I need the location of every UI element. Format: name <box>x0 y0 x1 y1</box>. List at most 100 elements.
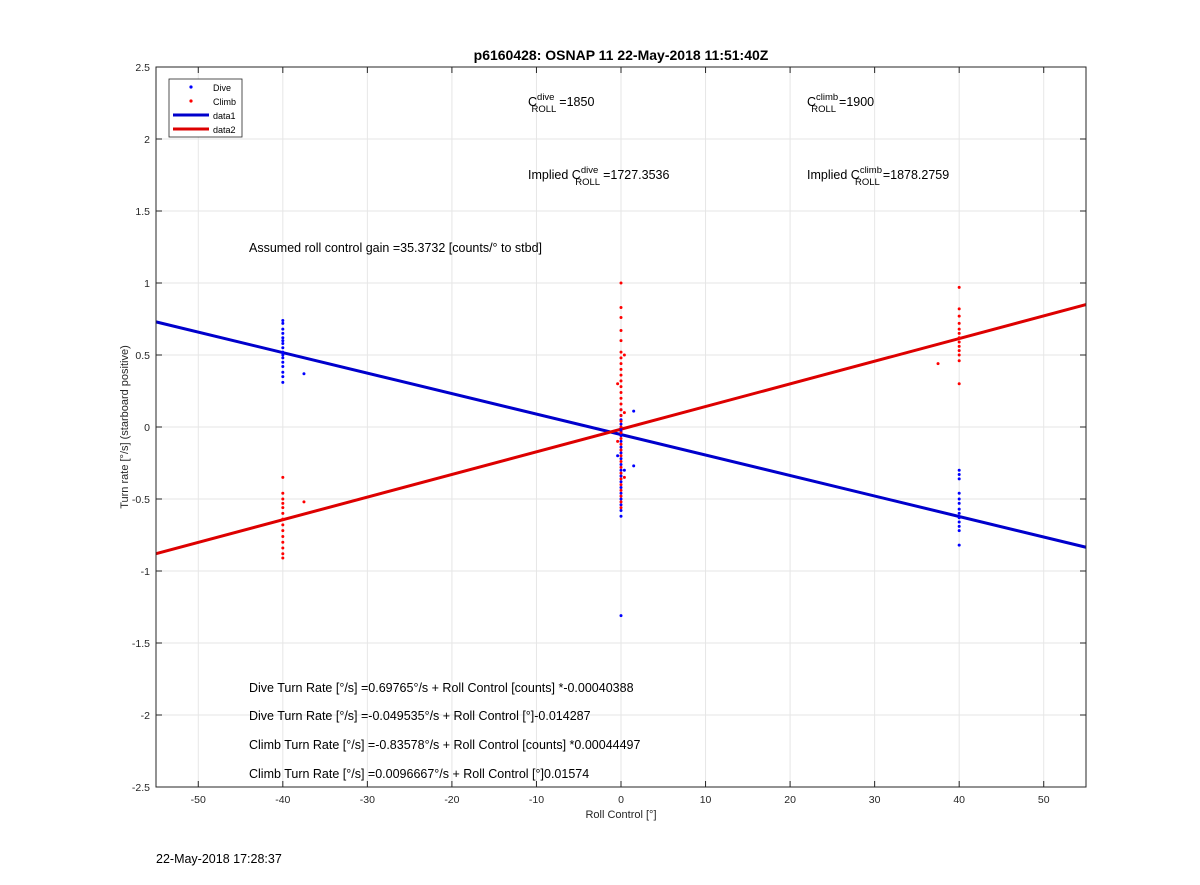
data-point-dive <box>281 370 285 374</box>
y-tick-label: -1.5 <box>132 638 150 650</box>
data-point-climb <box>957 340 961 344</box>
data-point-climb <box>619 339 623 343</box>
data-point-climb <box>619 350 623 354</box>
data-point-dive <box>302 372 306 376</box>
data-point-climb <box>619 373 623 377</box>
data-point-dive <box>281 350 285 354</box>
data-point-climb <box>622 475 626 479</box>
data-point-climb <box>281 511 285 515</box>
x-tick-label: -30 <box>360 794 375 806</box>
data-point-climb <box>619 329 623 333</box>
data-point-climb <box>619 356 623 360</box>
data-point-dive <box>957 520 961 524</box>
data-point-dive <box>281 336 285 340</box>
data-point-dive <box>632 409 636 413</box>
data-point-dive <box>281 341 285 345</box>
data-point-dive <box>619 503 623 507</box>
x-tick-label: 10 <box>700 794 712 806</box>
data-point-dive <box>281 365 285 369</box>
data-point-dive <box>957 491 961 495</box>
data-point-dive <box>957 529 961 533</box>
fit-annotation-climb-degrees: Climb Turn Rate [°/s] =0.0096667°/s + Ro… <box>249 767 589 781</box>
data-point-climb <box>619 390 623 394</box>
x-tick-label: -40 <box>275 794 290 806</box>
legend-label-dive: Dive <box>213 83 231 93</box>
legend: Dive Climb data1 data2 <box>168 78 243 138</box>
data-point-climb <box>957 344 961 348</box>
data-point-climb <box>616 382 620 386</box>
y-tick-label: 1 <box>144 278 150 290</box>
c-roll-dive-annotation: Cdive ROLL=1850 <box>528 92 594 115</box>
data-point-dive <box>619 474 623 478</box>
data-point-climb <box>619 506 623 510</box>
fit-annotation-dive-degrees: Dive Turn Rate [°/s] =-0.049535°/s + Rol… <box>249 709 591 723</box>
data-point-climb <box>619 500 623 504</box>
y-tick-label: -2.5 <box>132 782 150 794</box>
data-point-climb <box>281 475 285 479</box>
data-point-dive <box>281 339 285 343</box>
gain-annotation: Assumed roll control gain =35.3732 [coun… <box>249 241 542 255</box>
data-point-climb <box>619 379 623 383</box>
y-tick-label: -1 <box>141 566 150 578</box>
data-point-climb <box>957 349 961 353</box>
data-point-climb <box>281 540 285 544</box>
data-point-dive <box>957 497 961 501</box>
data-point-climb <box>619 408 623 412</box>
data-point-dive <box>957 507 961 511</box>
data-point-climb <box>281 523 285 527</box>
data-point-dive <box>632 464 636 468</box>
data-point-climb <box>619 471 623 475</box>
chart-title: p6160428: OSNAP 11 22-May-2018 11:51:40Z <box>474 47 769 63</box>
data-point-climb <box>281 552 285 556</box>
data-point-dive <box>957 511 961 515</box>
data-point-climb <box>619 413 623 417</box>
data-point-climb <box>619 442 623 446</box>
data-point-dive <box>619 497 623 501</box>
data-point-dive <box>281 318 285 322</box>
data-point-dive <box>957 501 961 505</box>
data-point-dive <box>619 491 623 495</box>
data-point-climb <box>616 439 620 443</box>
data-point-dive <box>616 454 620 458</box>
y-tick-label: 0 <box>144 422 150 434</box>
legend-marker-dive <box>189 85 193 89</box>
x-tick-label: 0 <box>618 794 624 806</box>
data-point-climb <box>619 454 623 458</box>
data-point-dive <box>619 485 623 489</box>
y-tick-label: 1.5 <box>135 206 150 218</box>
data-point-dive <box>957 543 961 547</box>
legend-marker-climb <box>189 99 193 103</box>
data-point-climb <box>281 546 285 550</box>
data-point-climb <box>619 419 623 423</box>
data-point-climb <box>957 331 961 335</box>
data-point-climb <box>619 362 623 366</box>
data-point-dive <box>281 321 285 325</box>
data-point-climb <box>957 321 961 325</box>
data-point-climb <box>619 305 623 309</box>
data-point-dive <box>619 422 623 426</box>
legend-label-data2: data2 <box>213 125 236 135</box>
x-tick-label: 50 <box>1038 794 1050 806</box>
data-point-climb <box>957 336 961 340</box>
data-point-climb <box>619 477 623 481</box>
data-point-dive <box>957 468 961 472</box>
data-point-climb <box>622 353 626 357</box>
data-point-climb <box>957 353 961 357</box>
fit-annotation-climb-counts: Climb Turn Rate [°/s] =-0.83578°/s + Rol… <box>249 738 641 752</box>
x-tick-label: -20 <box>444 794 459 806</box>
y-tick-label: -2 <box>141 710 150 722</box>
implied-dive-annotation: Implied Cdive ROLL=1727.3536 <box>528 165 670 188</box>
x-tick-label: -50 <box>191 794 206 806</box>
footer-timestamp: 22-May-2018 17:28:37 <box>156 852 282 866</box>
data-point-dive <box>281 346 285 350</box>
data-point-dive <box>281 331 285 335</box>
y-tick-label: -0.5 <box>132 494 150 506</box>
data-point-climb <box>957 359 961 363</box>
data-point-climb <box>619 396 623 400</box>
data-point-climb <box>619 494 623 498</box>
data-point-climb <box>619 460 623 464</box>
data-point-dive <box>281 353 285 357</box>
y-axis-label: Turn rate [°/s] (starboard positive) <box>119 345 131 509</box>
data-point-climb <box>936 362 940 366</box>
data-point-climb <box>619 465 623 469</box>
